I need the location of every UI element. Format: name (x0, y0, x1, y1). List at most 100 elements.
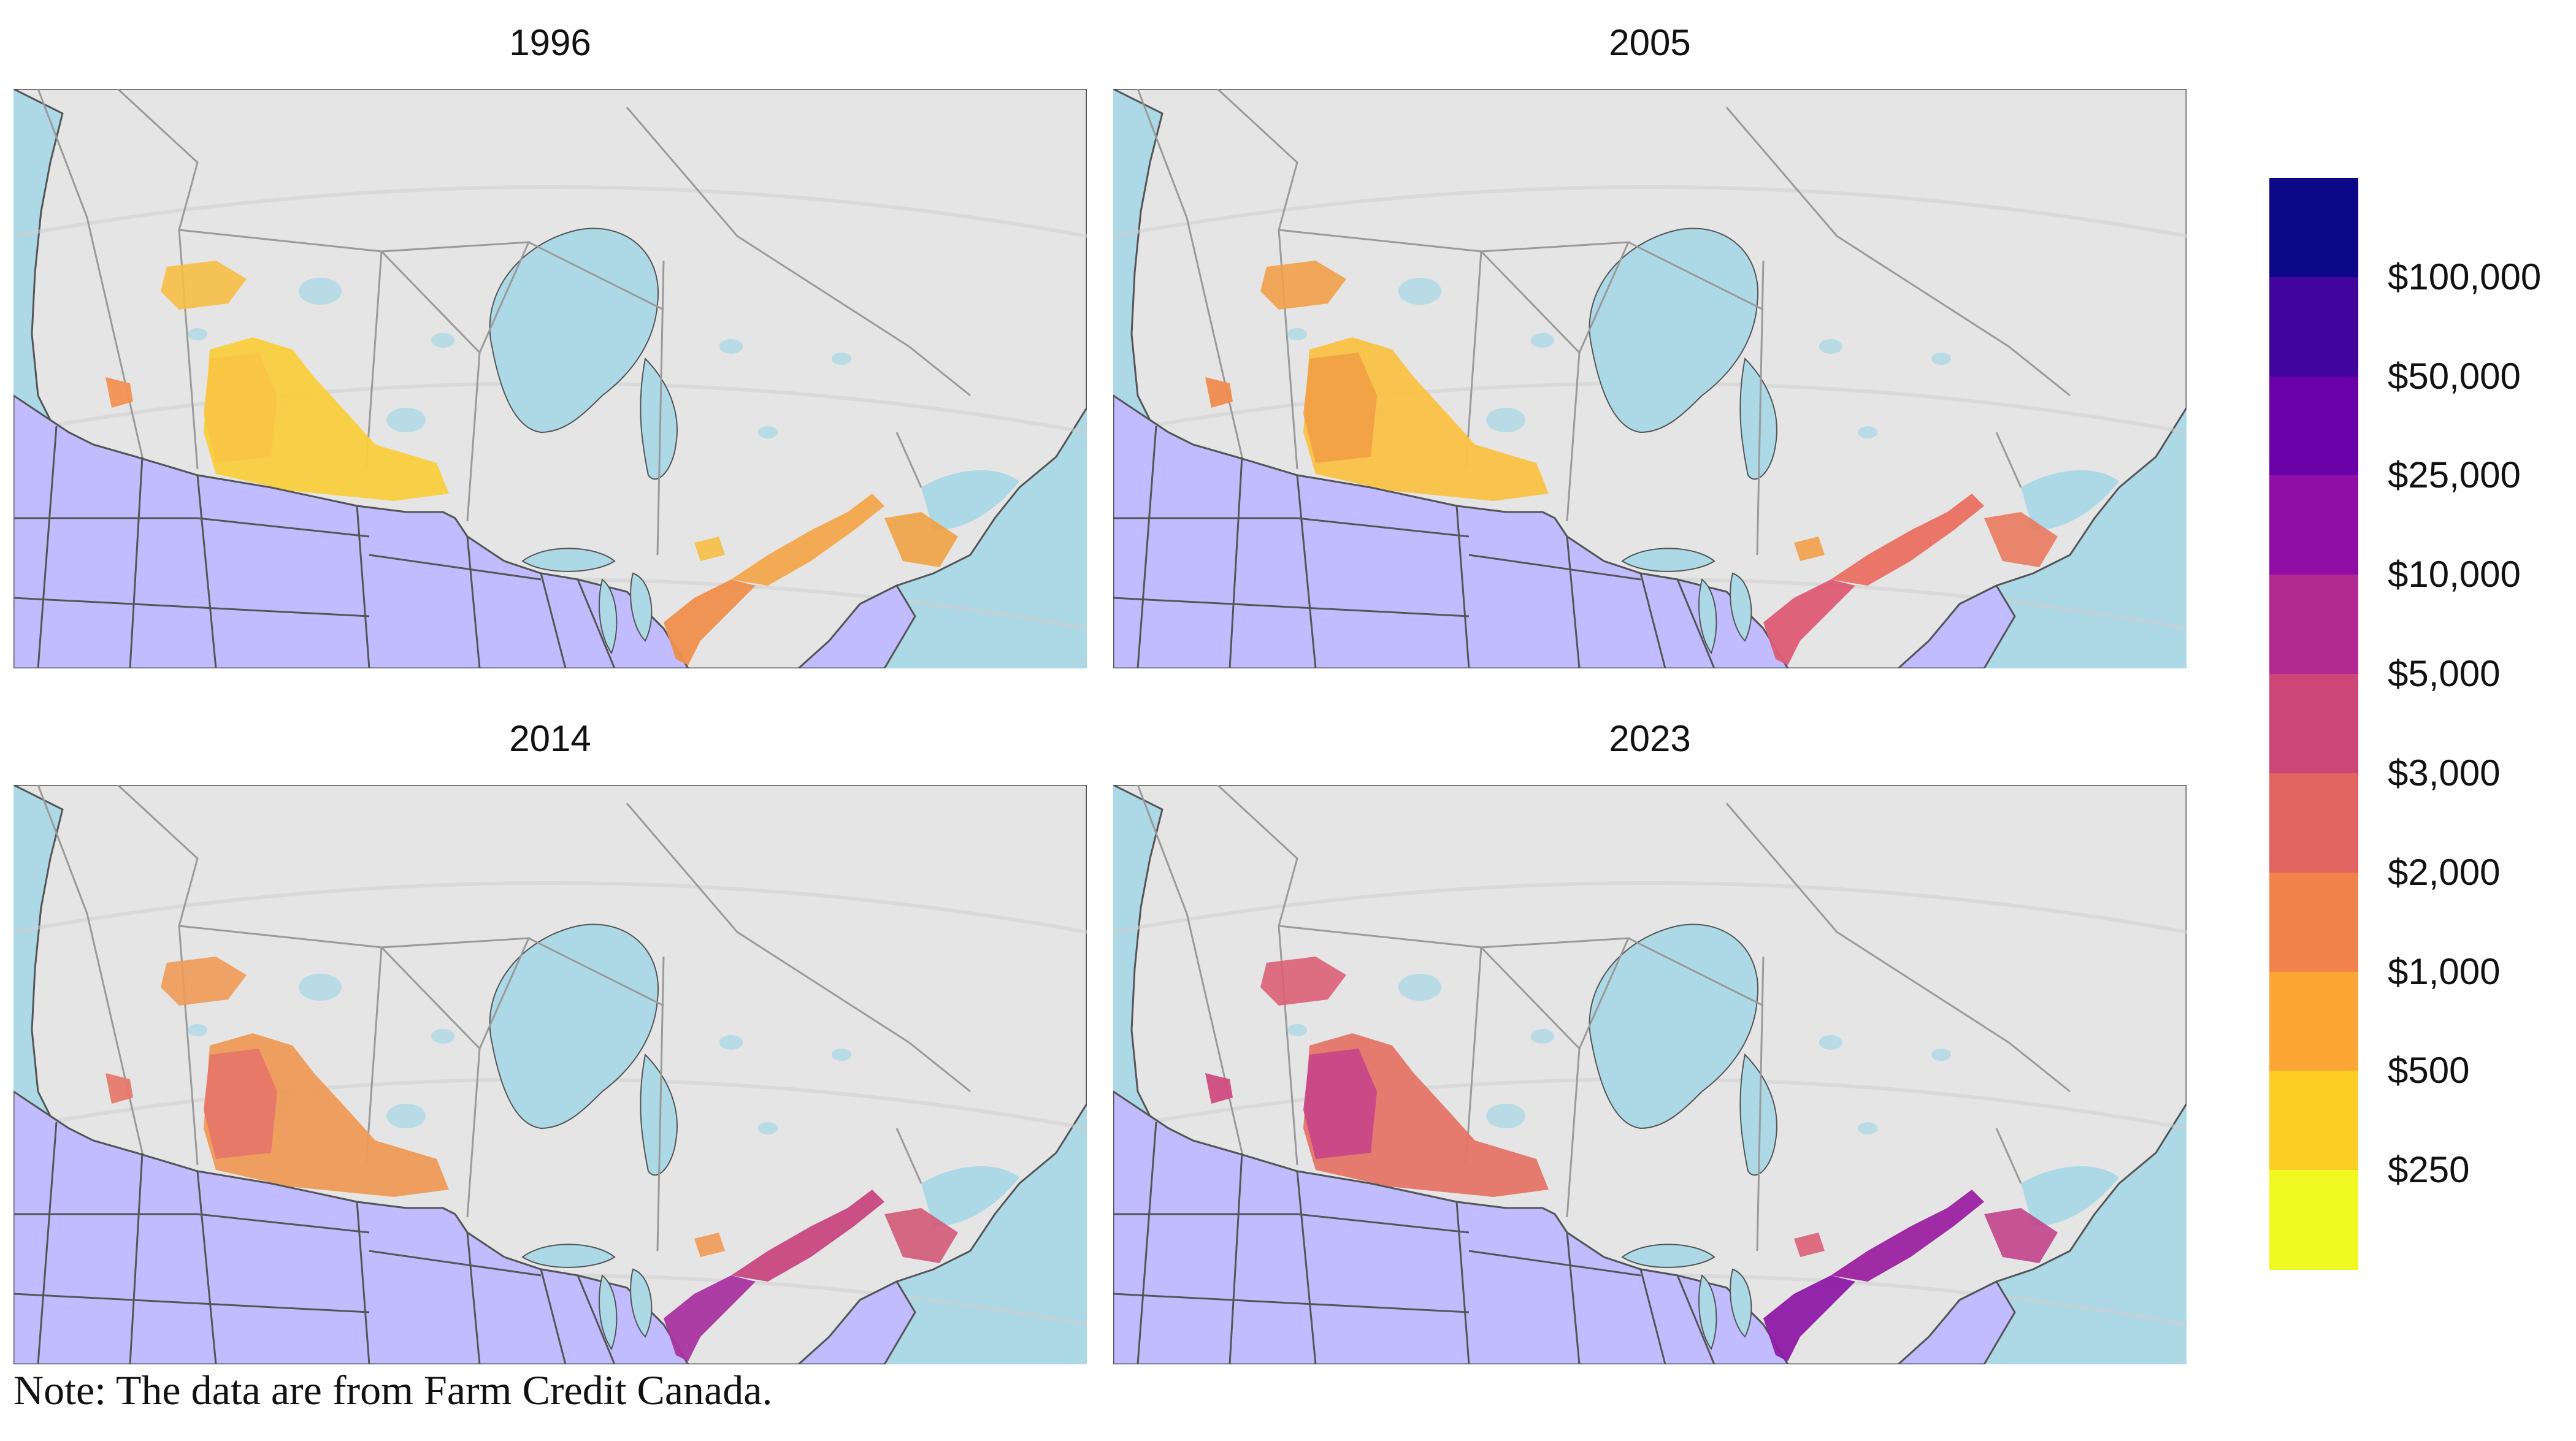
state-border (1229, 1152, 1243, 1364)
inland-lake (758, 1122, 778, 1134)
state-border (129, 1152, 144, 1364)
province-border (528, 241, 664, 311)
james-bay (1739, 357, 1777, 480)
inland-lake (1931, 1049, 1951, 1061)
hudson-bay (1589, 923, 1759, 1129)
state-border (196, 475, 217, 668)
map-svg (13, 89, 1087, 668)
inland-lake (719, 1035, 743, 1050)
inland-lake (298, 278, 342, 305)
legend-swatch (2269, 773, 2358, 873)
province-border (822, 290, 971, 397)
gulf-st-lawrence (921, 1166, 1019, 1226)
region-alberta (204, 1049, 277, 1159)
legend-swatch (2269, 575, 2358, 675)
inland-lake (1398, 278, 1442, 305)
lake-michigan (1698, 1274, 1717, 1351)
james-bay (640, 1053, 678, 1176)
province-border (626, 803, 824, 988)
state-border (1137, 1122, 1157, 1364)
state-border (1113, 517, 1470, 538)
province-border (528, 937, 664, 1007)
region-bc (105, 377, 133, 408)
usa-northeast-land (797, 1280, 916, 1364)
inland-lake (1819, 1035, 1843, 1050)
region-quebec (1831, 1190, 1984, 1282)
state-border (577, 1275, 616, 1364)
legend-swatch (2269, 475, 2358, 576)
state-border (1566, 536, 1581, 668)
state-border (1566, 1232, 1581, 1364)
inland-lake (832, 353, 851, 365)
province-border (1480, 250, 1581, 354)
panel-title-3: 2014 (509, 718, 591, 759)
inland-lake (188, 1024, 207, 1036)
state-border (1296, 475, 1317, 668)
state-border (13, 597, 370, 617)
province-border (895, 432, 922, 488)
usa-land (1113, 1090, 1789, 1364)
province-border (1628, 937, 1764, 1007)
state-border (466, 536, 481, 668)
legend-swatch (2269, 971, 2358, 1072)
map-svg (1113, 89, 2187, 668)
lake-superior (521, 548, 616, 572)
state-border (1639, 573, 1666, 668)
inland-lake (1287, 1024, 1307, 1036)
lake-michigan (599, 578, 618, 655)
state-border (540, 1269, 567, 1364)
gulf-st-lawrence (921, 470, 1019, 530)
inland-lake (1858, 426, 1877, 438)
usa-northeast-land (797, 584, 916, 668)
region-southern-ontario (664, 579, 756, 665)
map-svg (1113, 785, 2187, 1364)
province-border (1756, 956, 1765, 1252)
legend-label: $25,000 (2388, 454, 2521, 496)
province-border (1628, 241, 1764, 311)
province-border (1922, 986, 2071, 1093)
state-border (13, 1293, 370, 1313)
region-bc (105, 1073, 133, 1104)
state-border (1113, 1293, 1470, 1313)
graticule-line (1113, 185, 2187, 238)
region-southern-ontario (664, 1275, 756, 1361)
legend-label: $3,000 (2388, 752, 2501, 793)
state-border (196, 1171, 217, 1364)
legend-swatch (2269, 872, 2358, 973)
province-border (1756, 260, 1765, 556)
inland-lake (758, 426, 778, 438)
inland-lake (1486, 1104, 1525, 1128)
lake-michigan (1698, 578, 1717, 655)
map-svg (13, 785, 1087, 1364)
legend-label: $500 (2388, 1050, 2470, 1091)
state-border (13, 1213, 370, 1234)
map-panel-3 (13, 785, 1087, 1364)
hudson-bay (489, 923, 659, 1129)
province-border (1995, 1128, 2022, 1184)
state-border (1639, 1269, 1666, 1364)
map-panel-2 (1113, 89, 2187, 668)
province-border (1725, 107, 1923, 292)
map-panel-4 (1113, 785, 2187, 1364)
legend-label: $10,000 (2388, 554, 2521, 595)
inland-lake (386, 1104, 426, 1128)
lake-huron (630, 1268, 653, 1338)
state-border (466, 1232, 481, 1364)
state-border (1455, 1201, 1470, 1364)
state-border (1296, 1171, 1317, 1364)
region-alberta (1303, 1049, 1377, 1159)
legend-swatch (2269, 1170, 2358, 1270)
legend-label: $100,000 (2388, 256, 2542, 297)
region-peace-river (1260, 957, 1346, 1006)
inland-lake (832, 1049, 851, 1061)
inland-lake (1530, 333, 1555, 348)
legend-label: $250 (2388, 1149, 2470, 1191)
state-border (356, 1201, 370, 1364)
province-border (1216, 89, 1298, 470)
inland-lake (1287, 328, 1307, 340)
province-border (381, 937, 531, 1218)
lake-superior (1621, 1244, 1715, 1268)
graticule-line (1113, 881, 2187, 934)
region-northern-ontario (1794, 1233, 1825, 1257)
region-peace-river (161, 957, 247, 1006)
